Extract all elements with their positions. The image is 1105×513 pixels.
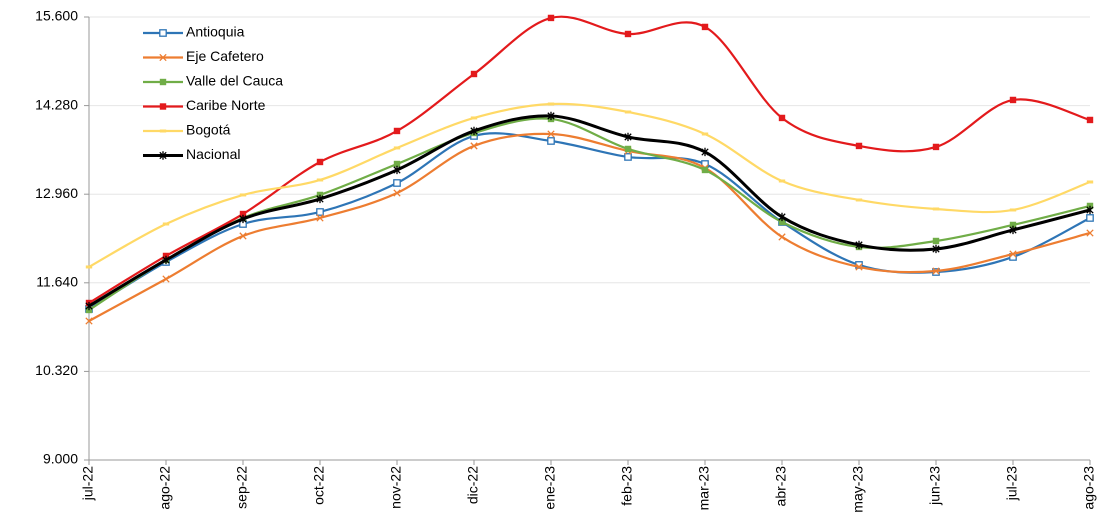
point [932,244,940,254]
point [316,158,324,166]
point [932,143,940,151]
y-tick-label: 10.320 [35,362,78,378]
point [778,114,786,122]
x-tick-label: ago-22 [157,466,173,510]
point [547,14,555,22]
legend-marker [159,29,167,37]
point [624,132,632,142]
point [393,165,401,175]
point [393,160,401,168]
series-line [88,15,1091,304]
point [1009,221,1017,229]
y-tick-label: 15.600 [35,8,78,24]
point [85,317,93,325]
legend-label: Eje Cafetero [186,48,264,64]
legend-label: Nacional [186,146,240,162]
x-tick-label: jun-23 [927,466,943,506]
point [239,214,247,224]
point [393,179,401,187]
legend-marker [159,78,167,86]
legend-marker [159,151,167,160]
point [547,111,555,121]
x-tick-label: may-23 [850,466,866,513]
point [1086,116,1094,124]
point [547,137,555,145]
point [701,147,709,157]
point [855,263,863,271]
point [85,301,93,311]
point [855,240,863,250]
x-tick-label: mar-23 [696,466,712,511]
point [1009,225,1017,235]
point [624,145,632,153]
point [1086,205,1094,215]
point [1086,229,1094,237]
point [932,237,940,245]
x-tick-label: sep-22 [234,466,250,509]
point [701,166,709,174]
point [624,30,632,38]
point [316,214,324,222]
legend-marker [159,53,167,62]
y-tick-label: 9.000 [43,451,78,467]
point [624,153,632,161]
y-tick-label: 14.280 [35,96,78,112]
point [470,142,478,150]
x-tick-label: abr-23 [773,466,789,507]
point [393,189,401,197]
x-tick-label: ene-23 [542,466,558,510]
point [316,208,324,216]
point [932,267,940,275]
point [778,218,786,226]
point [162,275,170,283]
point [1009,96,1017,104]
x-tick-label: jul-23 [1004,466,1020,501]
point [239,210,247,218]
point [855,261,863,269]
x-tick-label: jul-22 [80,466,96,501]
legend-label: Bogotá [186,122,231,138]
series-line [88,132,1091,322]
legend-marker [159,103,167,110]
point [470,126,478,136]
x-tick-label: ago-23 [1081,466,1097,510]
legend-label: Valle del Cauca [186,73,283,89]
point [1009,250,1017,258]
point [470,70,478,78]
point [778,233,786,241]
point [239,232,247,240]
point [162,255,170,265]
series-line [88,102,1091,268]
legend-label: Antioquia [186,24,245,40]
point [1086,214,1094,222]
x-tick-label: feb-23 [619,466,635,506]
x-tick-label: nov-22 [388,466,404,509]
y-tick-label: 12.960 [35,185,78,201]
legend-label: Caribe Norte [186,97,266,113]
x-tick-label: oct-22 [311,466,327,505]
y-tick-label: 11.640 [36,274,78,290]
series-line [88,114,1091,308]
x-tick-label: dic-22 [465,466,481,504]
point [393,127,401,135]
point [778,212,786,222]
point [855,142,863,150]
point [316,194,324,204]
point [701,23,709,31]
point [547,130,555,138]
